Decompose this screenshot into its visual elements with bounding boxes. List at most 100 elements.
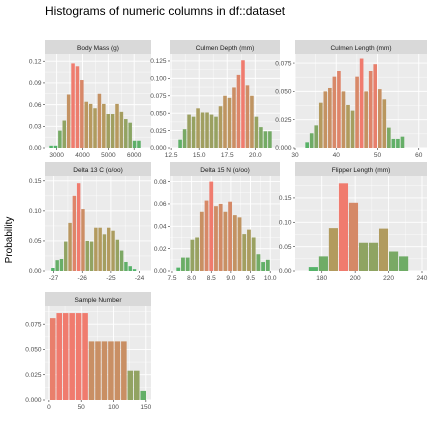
histogram-bar bbox=[88, 103, 93, 148]
facet-panel: Body Mass (g) 0.00 0.03 0.06 0.09 0.12 3000 400… bbox=[29, 40, 151, 159]
histogram-bar bbox=[49, 145, 53, 148]
histogram-bar bbox=[232, 87, 236, 148]
y-tick-label: 0.04 bbox=[154, 223, 167, 230]
histogram-bar bbox=[69, 313, 75, 400]
histogram-bar bbox=[101, 341, 108, 400]
histogram-bar bbox=[58, 130, 62, 148]
histogram-bar bbox=[251, 237, 256, 271]
x-tick-label: 50 bbox=[78, 404, 86, 411]
histogram-bar bbox=[64, 241, 68, 271]
histogram-bar bbox=[128, 266, 132, 271]
histogram-bar bbox=[228, 201, 233, 271]
histogram-bar bbox=[359, 58, 364, 148]
histogram-bar bbox=[358, 242, 369, 271]
y-tick-label: 0.050 bbox=[25, 347, 42, 354]
histogram-bar bbox=[128, 122, 132, 148]
histogram-bar bbox=[236, 74, 241, 148]
histogram-bar bbox=[119, 111, 124, 148]
histogram-bar bbox=[80, 80, 84, 148]
histogram-bar bbox=[389, 251, 399, 271]
facet-panel: Culmen Depth (mm) 0.000 0.025 0.050 0.075 0.1… bbox=[150, 40, 280, 159]
y-tick-label: 0.050 bbox=[150, 110, 167, 117]
histogram-bar bbox=[254, 116, 259, 148]
facet-strip bbox=[45, 162, 151, 176]
y-tick-label: 0.125 bbox=[150, 58, 167, 65]
y-tick-label: 0.075 bbox=[275, 60, 292, 67]
histogram-bar bbox=[259, 127, 263, 148]
facet-title: Body Mass (g) bbox=[77, 45, 119, 52]
x-tick-label: 9.0 bbox=[226, 275, 235, 282]
histogram-bar bbox=[350, 110, 355, 148]
histogram-bar bbox=[373, 64, 378, 148]
y-tick-label: 0.15 bbox=[279, 195, 292, 202]
histogram-bar bbox=[82, 313, 88, 400]
x-tick-label: 20.0 bbox=[249, 152, 262, 159]
histogram-bar bbox=[119, 250, 124, 271]
facet-title: Culmen Depth (mm) bbox=[196, 45, 255, 52]
histogram-bar bbox=[314, 125, 319, 148]
histogram-bar bbox=[223, 95, 227, 148]
histogram-bar bbox=[102, 234, 107, 271]
histogram-bar bbox=[191, 116, 196, 148]
histogram-bar bbox=[237, 217, 242, 271]
facet-strip bbox=[295, 40, 427, 54]
y-tick-label: 0.09 bbox=[29, 80, 42, 87]
histogram-bar bbox=[195, 237, 200, 271]
histogram-bar bbox=[114, 341, 121, 400]
x-tick-label: 0 bbox=[47, 404, 51, 411]
histogram-bar bbox=[59, 258, 64, 271]
histogram-bar bbox=[51, 267, 55, 271]
histogram-bar bbox=[256, 254, 261, 271]
histogram-bar bbox=[124, 119, 128, 148]
x-tick-label: 3000 bbox=[49, 152, 64, 159]
histogram-bar bbox=[178, 139, 182, 148]
histogram-bar bbox=[308, 267, 318, 271]
x-tick-label: 40 bbox=[333, 152, 341, 159]
facet-panel: Flipper Length (mm) 0.00 0.05 0.10 0.15 180 20… bbox=[279, 162, 428, 282]
histogram-bar bbox=[127, 370, 134, 400]
x-tick-label: 10.0 bbox=[264, 275, 277, 282]
histogram-bar bbox=[94, 227, 98, 271]
histogram-bar bbox=[250, 95, 254, 148]
histogram-bar bbox=[121, 341, 127, 400]
y-tick-label: 0.075 bbox=[25, 321, 42, 328]
facet-strip bbox=[170, 162, 280, 176]
histogram-bar bbox=[85, 240, 89, 271]
facet-strip bbox=[45, 40, 151, 54]
histogram-bar bbox=[265, 259, 270, 271]
y-tick-label: 0.025 bbox=[25, 372, 42, 379]
x-tick-label: 220 bbox=[383, 275, 394, 282]
histogram-bar bbox=[98, 227, 102, 271]
histogram-bar bbox=[391, 138, 396, 148]
histogram-bar bbox=[181, 257, 185, 271]
histogram-bar bbox=[263, 131, 268, 148]
histogram-bar bbox=[75, 66, 80, 148]
facet-title: Culmen Length (mm) bbox=[330, 45, 391, 52]
facet-title: Flipper Length (mm) bbox=[332, 167, 391, 174]
histogram-bar bbox=[56, 313, 63, 400]
facet-strip bbox=[45, 292, 151, 306]
histogram-bar bbox=[242, 234, 247, 271]
y-tick-label: 0.02 bbox=[154, 246, 167, 253]
histogram-bar bbox=[132, 269, 137, 271]
histogram-bar bbox=[328, 87, 332, 148]
figure-title: Histograms of numeric columns in df::dat… bbox=[45, 4, 286, 18]
histogram-bar bbox=[337, 70, 341, 148]
histogram-bar bbox=[205, 112, 209, 148]
histogram-bar bbox=[200, 112, 205, 148]
x-tick-label: 5000 bbox=[101, 152, 116, 159]
histogram-bar bbox=[209, 181, 214, 271]
histogram-bar bbox=[107, 227, 111, 271]
facet-strip bbox=[170, 40, 280, 54]
histogram-bar bbox=[115, 103, 119, 148]
histogram-bar bbox=[400, 136, 405, 148]
histogram-bar bbox=[182, 129, 187, 148]
histogram-bar bbox=[348, 202, 359, 271]
histogram-bar bbox=[218, 203, 223, 271]
histogram-bar bbox=[55, 260, 59, 271]
histogram-bar bbox=[341, 91, 346, 148]
x-tick-label: 4000 bbox=[75, 152, 90, 159]
y-tick-label: 0.00 bbox=[279, 268, 292, 275]
y-tick-label: 0.05 bbox=[279, 244, 292, 251]
histogram-bar bbox=[140, 390, 147, 400]
